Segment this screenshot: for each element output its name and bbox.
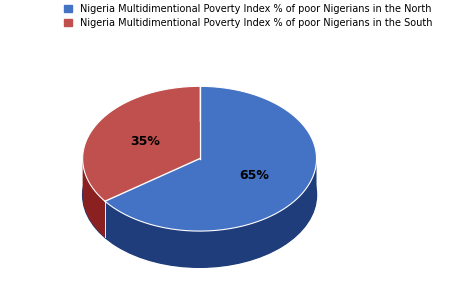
Polygon shape (82, 86, 200, 201)
Polygon shape (82, 159, 105, 237)
Text: 35%: 35% (130, 135, 160, 148)
Ellipse shape (82, 122, 317, 267)
Text: 65%: 65% (239, 169, 269, 182)
Legend: Nigeria Multidimentional Poverty Index % of poor Nigerians in the North, Nigeria: Nigeria Multidimentional Poverty Index %… (63, 2, 434, 30)
Polygon shape (105, 159, 317, 267)
Polygon shape (105, 86, 317, 231)
